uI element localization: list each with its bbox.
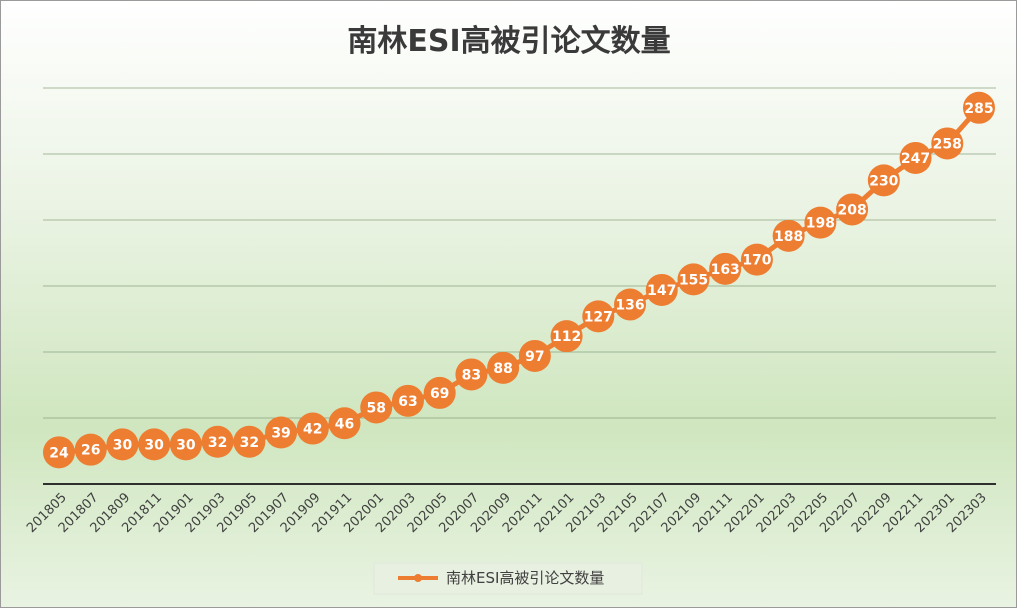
data-label: 30 [144, 437, 164, 453]
data-point-marker [74, 433, 107, 466]
data-label: 258 [933, 136, 962, 152]
data-label: 97 [525, 349, 544, 365]
data-point-marker [391, 384, 424, 417]
data-point-marker [296, 412, 329, 445]
data-label: 58 [366, 400, 385, 416]
data-label: 188 [774, 229, 803, 245]
data-label: 42 [303, 422, 322, 438]
data-point-marker [265, 416, 298, 449]
data-point-marker [931, 127, 964, 160]
data-label: 30 [176, 437, 196, 453]
data-label: 198 [806, 216, 835, 232]
data-label: 26 [81, 443, 100, 459]
data-label: 230 [869, 173, 898, 189]
data-label: 30 [113, 437, 133, 453]
data-point-marker [233, 425, 266, 458]
data-point-marker [43, 436, 75, 469]
data-label: 285 [964, 101, 993, 117]
data-point-marker [360, 391, 393, 424]
data-point-marker [518, 339, 551, 372]
data-point-marker [106, 428, 139, 461]
chart-title: 南林ESI高被引论文数量 [347, 24, 670, 59]
data-label: 63 [398, 394, 417, 410]
data-point-marker [169, 428, 202, 461]
data-point-marker [582, 300, 615, 333]
data-label: 32 [208, 435, 227, 451]
data-point-marker [201, 425, 234, 458]
data-point-marker [740, 243, 773, 276]
data-label: 208 [837, 202, 866, 218]
data-point-marker [772, 219, 805, 252]
data-point-marker [709, 252, 742, 285]
data-label: 24 [49, 445, 69, 461]
data-point-marker [487, 351, 520, 384]
data-point-marker [614, 288, 647, 321]
data-point-marker [423, 376, 456, 409]
data-point-marker [455, 358, 488, 391]
data-point-marker [328, 407, 361, 440]
data-label: 127 [584, 309, 613, 325]
data-label: 32 [240, 435, 259, 451]
data-label: 170 [742, 253, 771, 269]
data-points: 24 26 30 30 30 32 32 39 42 46 58 63 69 83 88 97 11212713… [43, 91, 995, 469]
data-point-marker [677, 263, 710, 296]
data-point-marker [899, 141, 932, 174]
data-label: 247 [901, 151, 930, 167]
data-label: 83 [462, 367, 481, 383]
legend: 南林ESI高被引论文数量 [373, 562, 643, 595]
data-label: 155 [679, 272, 708, 288]
series-line [58, 106, 981, 455]
data-label: 147 [647, 283, 676, 299]
data-label: 163 [711, 262, 740, 278]
data-point-marker [550, 320, 583, 353]
data-point-marker [963, 91, 995, 124]
data-label: 136 [615, 297, 644, 313]
data-point-marker [836, 193, 869, 226]
data-point-marker [867, 164, 900, 197]
gridlines [43, 87, 996, 419]
data-point-marker [138, 428, 171, 461]
data-point-marker [804, 206, 837, 239]
legend-marker-swatch [414, 574, 422, 582]
data-label: 39 [271, 426, 290, 442]
data-label: 88 [493, 361, 512, 377]
data-point-marker [645, 273, 678, 306]
data-label: 46 [335, 416, 354, 432]
data-label: 69 [430, 386, 449, 402]
data-label: 112 [552, 329, 581, 345]
legend-label: 南林ESI高被引论文数量 [446, 569, 604, 587]
x-axis-tick-labels: 2018052018072018092018112019012019032019… [24, 490, 990, 536]
